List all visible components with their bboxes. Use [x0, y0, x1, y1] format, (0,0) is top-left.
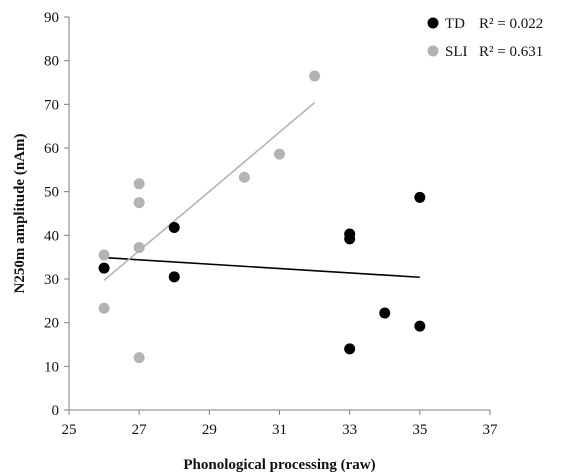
axes: 0 10 20 30 40 50 60 70 80 90 25 27 29 31 33 35 37 [44, 10, 498, 438]
point-td [344, 343, 356, 355]
trendline-td [104, 256, 420, 279]
legend-marker-td [427, 17, 439, 29]
point-td [168, 271, 180, 283]
x-tick-label: 37 [483, 422, 499, 438]
y-tick-label: 20 [44, 316, 59, 332]
point-sli [309, 70, 321, 82]
point-sli [133, 197, 145, 209]
legend-label: TD [445, 16, 465, 32]
y-tick-label: 70 [44, 97, 59, 113]
point-td [344, 233, 356, 245]
point-sli [133, 352, 145, 364]
legend-r2-label: R² = 0.022 [479, 16, 543, 32]
legend-r2-label: R² = 0.631 [479, 44, 543, 60]
y-tick-label: 10 [44, 359, 59, 375]
x-tick-label: 31 [272, 422, 287, 438]
point-sli [274, 148, 285, 160]
x-tick-label: 27 [132, 422, 148, 438]
x-tick-label: 33 [342, 422, 357, 438]
data-points [98, 70, 426, 364]
legend: TD R² = 0.022 SLI R² = 0.631 [427, 16, 543, 60]
trendlines [103, 101, 420, 281]
point-sli [133, 242, 145, 254]
point-sli [238, 171, 250, 183]
y-tick-label: 40 [44, 228, 59, 244]
y-tick-label: 60 [44, 141, 59, 157]
y-tick-label: 50 [44, 185, 59, 201]
point-td [414, 320, 426, 332]
point-sli [98, 302, 110, 314]
y-tick-label: 0 [52, 403, 60, 419]
x-tick-label: 29 [202, 422, 217, 438]
trendline-sli [103, 101, 316, 281]
point-td [414, 191, 426, 203]
y-axis-title: N250m amplitude (nAm) [12, 133, 28, 293]
legend-label: SLI [445, 44, 468, 60]
point-td [98, 262, 110, 274]
legend-marker-sli [427, 45, 439, 57]
point-sli [98, 249, 110, 261]
x-tick-label: 35 [412, 422, 427, 438]
point-td [379, 307, 391, 319]
x-axis-title: Phonological processing (raw) [183, 457, 375, 473]
x-tick-label: 25 [62, 422, 77, 438]
point-td [168, 221, 180, 233]
point-sli [133, 178, 145, 190]
y-tick-label: 30 [44, 272, 59, 288]
y-tick-label: 80 [44, 54, 59, 70]
y-tick-label: 90 [44, 10, 59, 26]
